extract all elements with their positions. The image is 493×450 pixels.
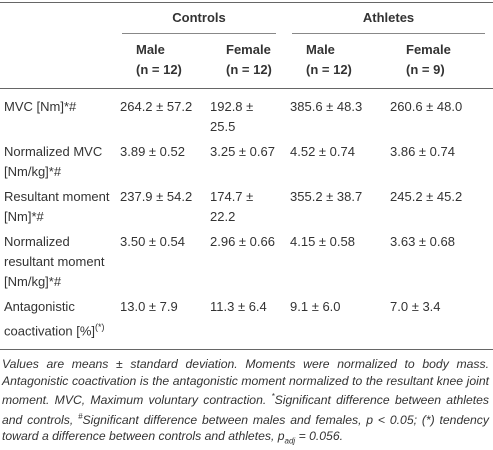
row-label: Resultant moment [Nm]*# [4,189,110,224]
value-cell: 7.0 ± 3.4 [390,299,441,314]
footnote: Values are means ± standard deviation. M… [0,350,493,450]
n-label: (n = 12) [306,62,352,77]
data-table: Controls Athletes Male (n = 12) Female (n =… [0,2,493,351]
table-row: Resultant moment [Nm]*# 237.9 ± 54.2 174.7… [0,183,493,228]
value-cell: 4.15 ± 0.58 [290,234,355,249]
footnote-text: = 0.056. [295,429,343,444]
value-cell: 192.8 ± 25.5 [210,99,254,134]
value-cell: 264.2 ± 57.2 [120,99,193,114]
value-cell: 355.2 ± 38.7 [290,189,363,204]
table-row: Normalized resultant moment [Nm/kg]*# 3.5… [0,228,493,293]
subheader: Female (n = 12) [204,34,284,89]
row-label: Normalized resultant moment [Nm/kg]*# [4,234,105,289]
table-row: Normalized MVC [Nm/kg]*# 3.89 ± 0.52 3.25 … [0,138,493,183]
sex-label: Female [406,42,451,57]
group-header: Controls [114,3,284,34]
value-cell: 3.89 ± 0.52 [120,144,185,159]
row-label: Normalized MVC [Nm/kg]*# [4,144,103,179]
sex-label: Female [226,42,271,57]
row-label: MVC [Nm]*# [4,99,77,114]
row-label: Antagonistic coactivation [%] [4,299,96,339]
value-cell: 4.52 ± 0.74 [290,144,355,159]
row-label-cell: Resultant moment [Nm]*# [0,183,114,228]
value-cell: 237.9 ± 54.2 [120,189,193,204]
value-cell: 3.63 ± 0.68 [390,234,455,249]
row-label-cell: Normalized MVC [Nm/kg]*# [0,138,114,183]
value-cell: 174.7 ± 22.2 [210,189,254,224]
row-label-cell: Normalized resultant moment [Nm/kg]*# [0,228,114,293]
value-cell: 3.86 ± 0.74 [390,144,455,159]
subheader: Female (n = 9) [384,34,493,89]
value-cell: 3.50 ± 0.54 [120,234,185,249]
group-label: Athletes [292,8,486,34]
row-label-cell: Antagonistic coactivation [%](*) [0,293,114,350]
sex-label: Male [306,42,335,57]
row-label-cell: MVC [Nm]*# [0,89,114,139]
subheader: Male (n = 12) [284,34,384,89]
corner [0,3,114,35]
n-label: (n = 9) [406,62,445,77]
value-cell: 11.3 ± 6.4 [210,299,267,314]
footnote-sub: adj [284,436,296,446]
table-row: Antagonistic coactivation [%](*) 13.0 ± 7… [0,293,493,350]
value-cell: 9.1 ± 6.0 [290,299,341,314]
group-header: Athletes [284,3,493,34]
n-label: (n = 12) [226,62,272,77]
row-label-sup: (*) [95,322,105,332]
value-cell: 2.96 ± 0.66 [210,234,275,249]
corner [0,34,114,89]
value-cell: 385.6 ± 48.3 [290,99,363,114]
table-row: MVC [Nm]*# 264.2 ± 57.2 192.8 ± 25.5 385.6 … [0,89,493,139]
value-cell: 3.25 ± 0.67 [210,144,275,159]
value-cell: 13.0 ± 7.9 [120,299,178,314]
footnote-sup: * [271,392,275,402]
subheader: Male (n = 12) [114,34,204,89]
sex-label: Male [136,42,165,57]
n-label: (n = 12) [136,62,182,77]
footnote-text: Values are means ± standard deviation. M… [2,357,489,408]
value-cell: 260.6 ± 48.0 [390,99,463,114]
group-label: Controls [122,8,277,34]
value-cell: 245.2 ± 45.2 [390,189,463,204]
